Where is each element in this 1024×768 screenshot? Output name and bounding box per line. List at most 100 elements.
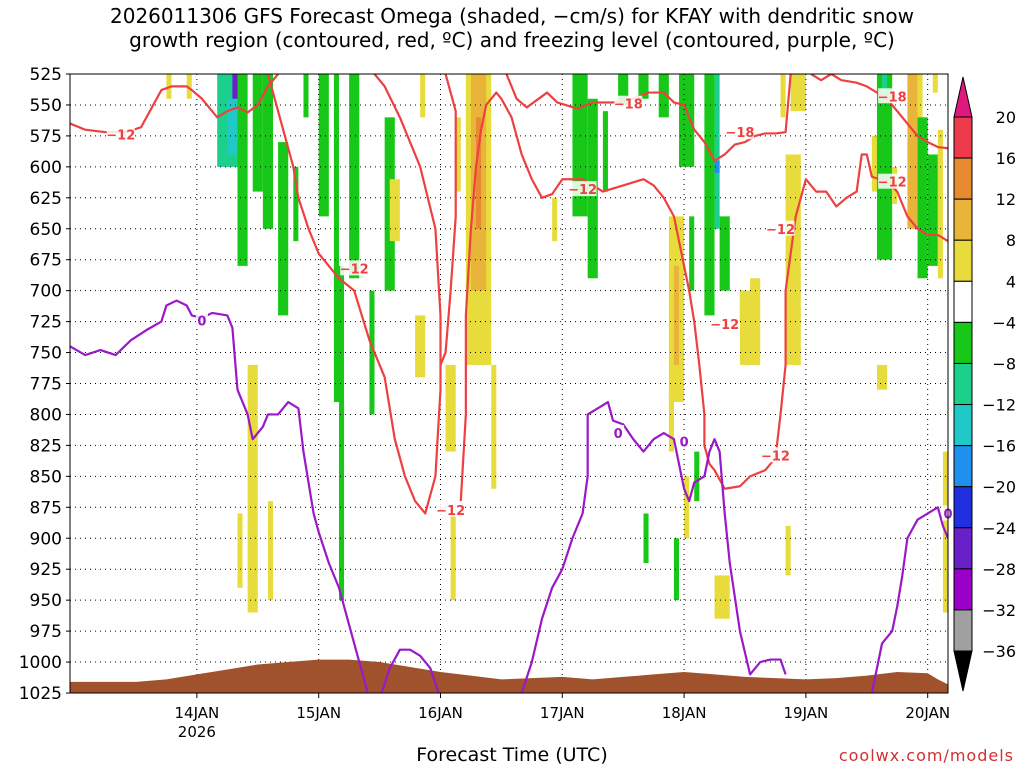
- contour-label-bg-4: [710, 316, 739, 332]
- omega-cell-16: [267, 501, 274, 601]
- colorbar-label-2: 12: [996, 190, 1016, 209]
- omega-cell-13: [369, 290, 375, 415]
- y-tick-label-16: 925: [30, 560, 62, 580]
- y-tick-label-3: 600: [30, 158, 62, 178]
- colorbar-label-11: −28: [982, 560, 1016, 579]
- y-tick-label-4: 625: [30, 189, 62, 209]
- omega-cell-10: [333, 74, 339, 403]
- terrain-layer: [70, 659, 948, 693]
- colorbar-bin-3: [953, 239, 973, 282]
- omega-cell-38: [714, 160, 720, 174]
- omega-cell-9: [318, 74, 329, 217]
- contour-label-4: −12: [710, 318, 739, 333]
- colorbar-bin-7: [953, 404, 973, 447]
- omega-cell-54: [785, 154, 801, 365]
- x-tick-label-5: 19JAN: [784, 704, 829, 722]
- omega-cell-28: [552, 197, 558, 242]
- omega-cell-65: [927, 154, 938, 266]
- contour-dendritic_-12_right: [459, 91, 948, 502]
- contour-label-bg-10: [878, 88, 907, 104]
- y-tick-label-7: 700: [30, 282, 62, 302]
- omega-cell-52: [780, 74, 786, 118]
- omega-cell-34: [658, 74, 669, 118]
- omega-cell-11: [338, 265, 345, 601]
- credit-text: coolwx.com/models: [838, 746, 1014, 765]
- contour-label-bg-6: [761, 447, 790, 463]
- contour-label-10: −18: [878, 90, 907, 105]
- contour-label-8: −18: [614, 98, 643, 113]
- contour-label-bg-2: [436, 501, 465, 517]
- contour-label-7: −12: [878, 176, 907, 191]
- y-axis: 525 550 575 600 625 650 675 700 725 750 775 800 825 8…: [19, 65, 70, 704]
- contour-dendritic_-18: [505, 74, 792, 162]
- omega-cell-17: [237, 513, 243, 588]
- y-tick-label-5: 650: [30, 220, 62, 240]
- y-tick-label-6: 675: [30, 251, 62, 271]
- omega-cell-69: [186, 74, 192, 99]
- y-tick-label-14: 875: [30, 498, 62, 518]
- contour-label-bg-3: [568, 181, 597, 197]
- x-axis-title: Forecast Time (UTC): [416, 744, 608, 766]
- colorbar-bin-6: [953, 362, 973, 406]
- omega-cell-26: [491, 364, 497, 489]
- colorbar-label-5: −4: [992, 313, 1016, 332]
- colorbar: 20 16 12 8 4 −4 −8 −12 −16 −20 −24 −28 −32 −36: [953, 76, 1016, 692]
- contour-label-bg-7: [878, 173, 907, 189]
- colorbar-bin-12: [953, 609, 973, 652]
- y-tick-label-10: 775: [30, 375, 62, 395]
- contour-label-9: −18: [725, 126, 754, 141]
- omega-cell-57: [876, 364, 888, 390]
- colorbar-bottom-triangle: [953, 650, 973, 692]
- y-tick-label-19: 1000: [19, 653, 62, 673]
- plot-frame: [69, 73, 949, 694]
- omega-cell-50: [739, 290, 751, 365]
- omega-cell-61: [907, 74, 918, 229]
- omega-cell-35: [679, 74, 695, 167]
- contour-label-6: −12: [761, 449, 790, 464]
- terrain-fill: [70, 659, 948, 693]
- x-tick-label-6: 20JAN: [905, 704, 950, 722]
- x-tick-label-3: 17JAN: [540, 704, 585, 722]
- omega-cell-32: [618, 74, 629, 105]
- colorbar-bin-11: [953, 568, 973, 611]
- colorbar-label-8: −16: [982, 437, 1016, 456]
- omega-cell-36: [704, 74, 715, 316]
- colorbar-label-4: 4: [1006, 272, 1016, 291]
- contour-label-0: −12: [106, 129, 135, 144]
- contour-freezing_level_right: [520, 400, 787, 693]
- omega-cell-8: [303, 74, 309, 118]
- colorbar-bin-4: [953, 280, 973, 323]
- omega-cell-3: [237, 74, 248, 266]
- y-tick-label-12: 825: [30, 436, 62, 456]
- x-tick-label-2: 16JAN: [418, 704, 463, 722]
- y-tick-label-17: 950: [30, 591, 62, 611]
- contour-label-bg-0: [106, 126, 135, 142]
- contour-label-bg-1: [340, 260, 369, 276]
- y-tick-label-2: 575: [30, 127, 62, 147]
- contour-freezing_level_far: [870, 506, 948, 693]
- y-tick-label-15: 900: [30, 529, 62, 549]
- contour-label-bg-9: [725, 124, 754, 140]
- contour-dendritic_-12_inner: [439, 74, 457, 366]
- colorbar-top-triangle: [953, 76, 973, 118]
- x-tick-label-4: 18JAN: [662, 704, 707, 722]
- grid-layer: [70, 73, 948, 694]
- omega-cell-55: [785, 525, 791, 576]
- omega-cell-58: [876, 74, 893, 260]
- omega-cell-25: [476, 117, 482, 229]
- colorbar-bin-0: [953, 116, 973, 159]
- colorbar-label-13: −36: [982, 642, 1016, 661]
- colorbar-bin-9: [953, 486, 973, 529]
- contour-layer: [70, 74, 948, 693]
- contour-freezing_level_left: [70, 299, 369, 693]
- omega-cell-59: [882, 74, 888, 93]
- contour-label-11: 0: [197, 314, 206, 329]
- omega-cell-47: [668, 389, 674, 452]
- y-tick-label-8: 725: [30, 313, 62, 333]
- contour-label-bg-5: [766, 220, 795, 236]
- omega-cell-41: [689, 216, 695, 291]
- y-tick-label-9: 750: [30, 344, 62, 364]
- y-tick-label-13: 850: [30, 467, 62, 487]
